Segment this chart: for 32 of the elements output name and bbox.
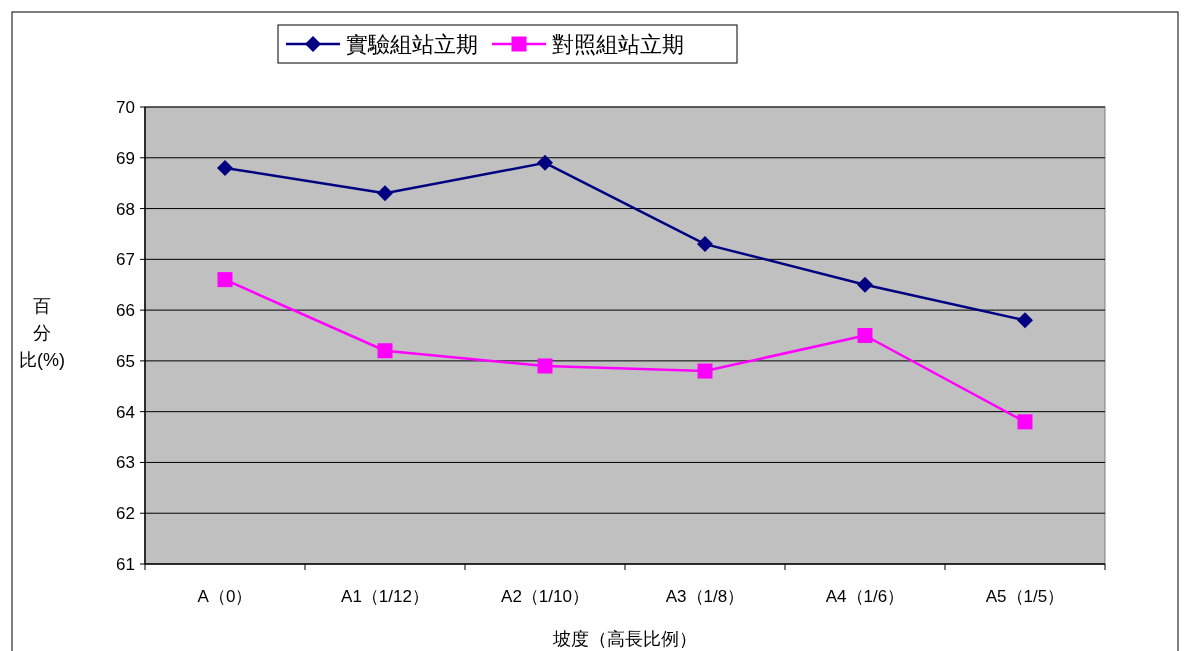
x-tick-label: A5（1/5）	[985, 587, 1065, 606]
x-tick-label: A（0）	[197, 587, 253, 606]
x-tick-label: A2（1/10）	[501, 587, 589, 606]
x-axis-title: 坡度（高長比例）	[552, 629, 697, 649]
point	[537, 154, 553, 171]
legend-label: 實驗組站立期	[346, 32, 478, 57]
legend-label: 對照組站立期	[552, 32, 684, 57]
y-tick-label: 67	[116, 250, 135, 270]
point	[537, 358, 553, 374]
y-axis-title: 百分比(%)	[19, 296, 65, 370]
point	[857, 276, 873, 293]
y-tick-label: 70	[116, 98, 135, 117]
point	[1017, 312, 1033, 329]
y-tick-label: 66	[116, 301, 135, 321]
point	[377, 185, 393, 202]
point	[697, 236, 713, 253]
y-tick-label: 65	[116, 351, 135, 371]
y-tick-label: 61	[116, 555, 135, 574]
point	[857, 328, 873, 343]
point	[217, 272, 233, 288]
y-tick-label: 69	[116, 148, 135, 168]
x-tick-label: A1（1/12）	[341, 587, 429, 606]
x-tick-label: A4（1/6）	[825, 587, 905, 606]
y-tick-label: 62	[116, 504, 135, 524]
y-tick-label: 64	[116, 402, 135, 422]
point	[1017, 414, 1033, 430]
y-tick-label: 68	[116, 199, 135, 219]
point	[217, 159, 233, 176]
y-tick-label: 63	[116, 453, 135, 473]
point	[697, 363, 713, 379]
point	[377, 343, 393, 359]
x-tick-label: A3（1/8）	[665, 587, 745, 606]
